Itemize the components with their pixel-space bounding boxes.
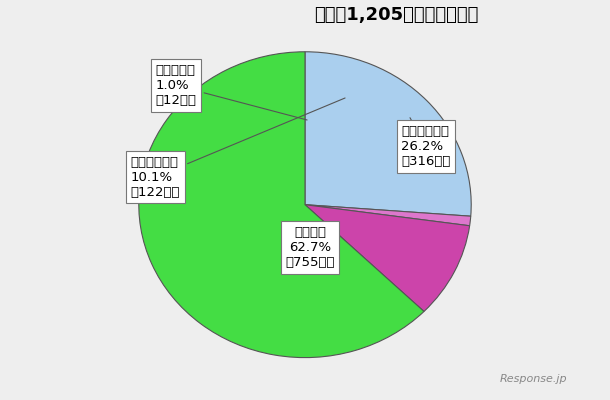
Text: Response.jp: Response.jp (500, 374, 567, 384)
Wedge shape (305, 205, 470, 312)
Text: 調査不能
62.7%
（755社）: 調査不能 62.7% （755社） (285, 226, 335, 269)
Text: 未定・検討中
10.1%
（122社）: 未定・検討中 10.1% （122社） (131, 98, 345, 199)
Text: 廃業の予定
1.0%
（12社）: 廃業の予定 1.0% （12社） (156, 64, 307, 120)
Wedge shape (139, 52, 424, 358)
Text: 福島県1,205社の今後の方针: 福島県1,205社の今後の方针 (314, 6, 479, 24)
Wedge shape (305, 52, 471, 216)
Wedge shape (305, 205, 471, 226)
Text: 事業継続意向
26.2%
（316社）: 事業継続意向 26.2% （316社） (401, 118, 451, 168)
